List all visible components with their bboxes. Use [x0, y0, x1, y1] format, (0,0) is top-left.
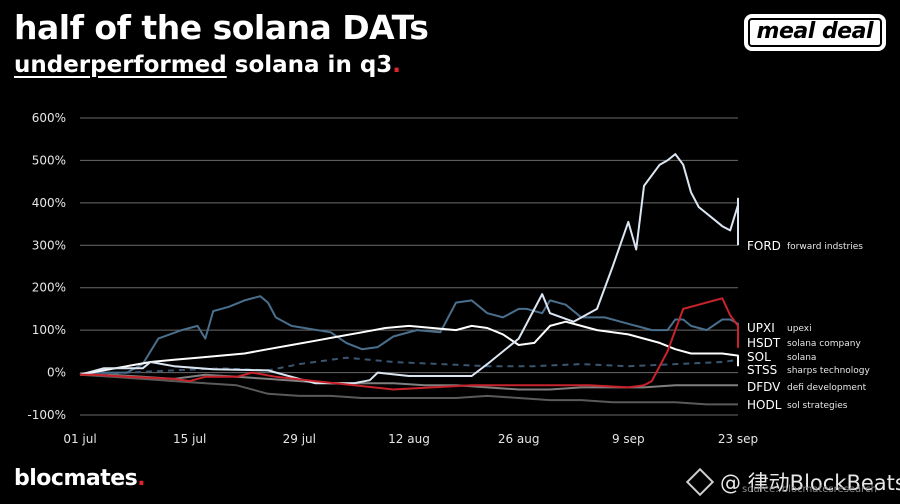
watermark: @ 律动BlockBeats	[685, 467, 900, 497]
subtitle-dot: .	[392, 52, 402, 78]
series-name-dfdv: defi development	[787, 383, 867, 393]
subtitle-underlined: underperformed	[14, 52, 227, 78]
x-tick-label: 29 jul	[283, 432, 316, 446]
brand-dot: .	[137, 466, 146, 491]
series-line-hodl	[79, 373, 738, 406]
series-ticker-hodl: HODL	[747, 398, 782, 412]
y-tick-label: -100%	[27, 408, 66, 422]
y-tick-label: 600%	[32, 111, 66, 125]
subtitle-rest: solana in q3	[226, 52, 393, 78]
x-tick-label: 15 jul	[173, 432, 206, 446]
y-tick-label: 200%	[32, 281, 66, 295]
series-line-upxi	[79, 295, 739, 376]
x-axis-ticks: 01 jul 15 jul 29 jul 12 aug 26 aug 9 sep 23 se…	[63, 432, 758, 446]
series-line-sol	[79, 320, 739, 376]
series-name-hsdt: solana company	[787, 339, 861, 349]
series-ticker-dfdv: DFDV	[747, 380, 781, 394]
x-tick-label: 23 sep	[718, 432, 758, 446]
series-ticker-sol: SOL	[747, 350, 771, 364]
chart-grid	[80, 117, 738, 416]
chart-title: half of the solana DATs	[14, 8, 429, 47]
source-note: source: blocmatesresearch	[742, 484, 877, 495]
watermark-text: @ 律动BlockBeats	[720, 471, 900, 495]
x-tick-label: 12 aug	[388, 432, 430, 446]
y-tick-label: 0%	[47, 366, 66, 380]
series-name-hodl: sol strategies	[787, 401, 848, 411]
series-ticker-hsdt: HSDT	[747, 336, 781, 350]
y-tick-label: 100%	[32, 323, 66, 337]
x-tick-label: 9 sep	[612, 432, 645, 446]
series-line-ford	[79, 153, 739, 385]
x-tick-label: 01 jul	[63, 432, 96, 446]
y-tick-label: 400%	[32, 196, 66, 210]
series-line-hsdt	[80, 297, 739, 391]
series-name-upxi: upexi	[787, 324, 812, 334]
series-ticker-ford: FORD	[747, 239, 781, 253]
series-ticker-upxi: UPXI	[747, 321, 775, 335]
blocmates-logo: blocmates.	[14, 466, 146, 491]
series-ticker-stss: STSS	[747, 363, 777, 377]
series-name-ford: forward indstries	[787, 242, 863, 252]
y-axis-ticks: -100% 0% 100% 200% 300% 400% 500% 600%	[27, 111, 66, 422]
series-labels: FORD forward indstries UPXI upexi HSDT solana…	[747, 239, 871, 412]
series-name-stss: sharps technology	[787, 366, 871, 376]
blockbeats-icon	[685, 467, 715, 497]
y-tick-label: 500%	[32, 153, 66, 167]
meal-deal-logo: meal deal	[743, 14, 886, 51]
y-tick-label: 300%	[32, 238, 66, 252]
brand-name: blocmates	[14, 466, 138, 491]
series-name-sol: solana	[787, 353, 816, 363]
chart-subtitle: underperformed solana in q3.	[14, 52, 401, 78]
series-lines	[79, 153, 739, 406]
x-tick-label: 26 aug	[498, 432, 540, 446]
